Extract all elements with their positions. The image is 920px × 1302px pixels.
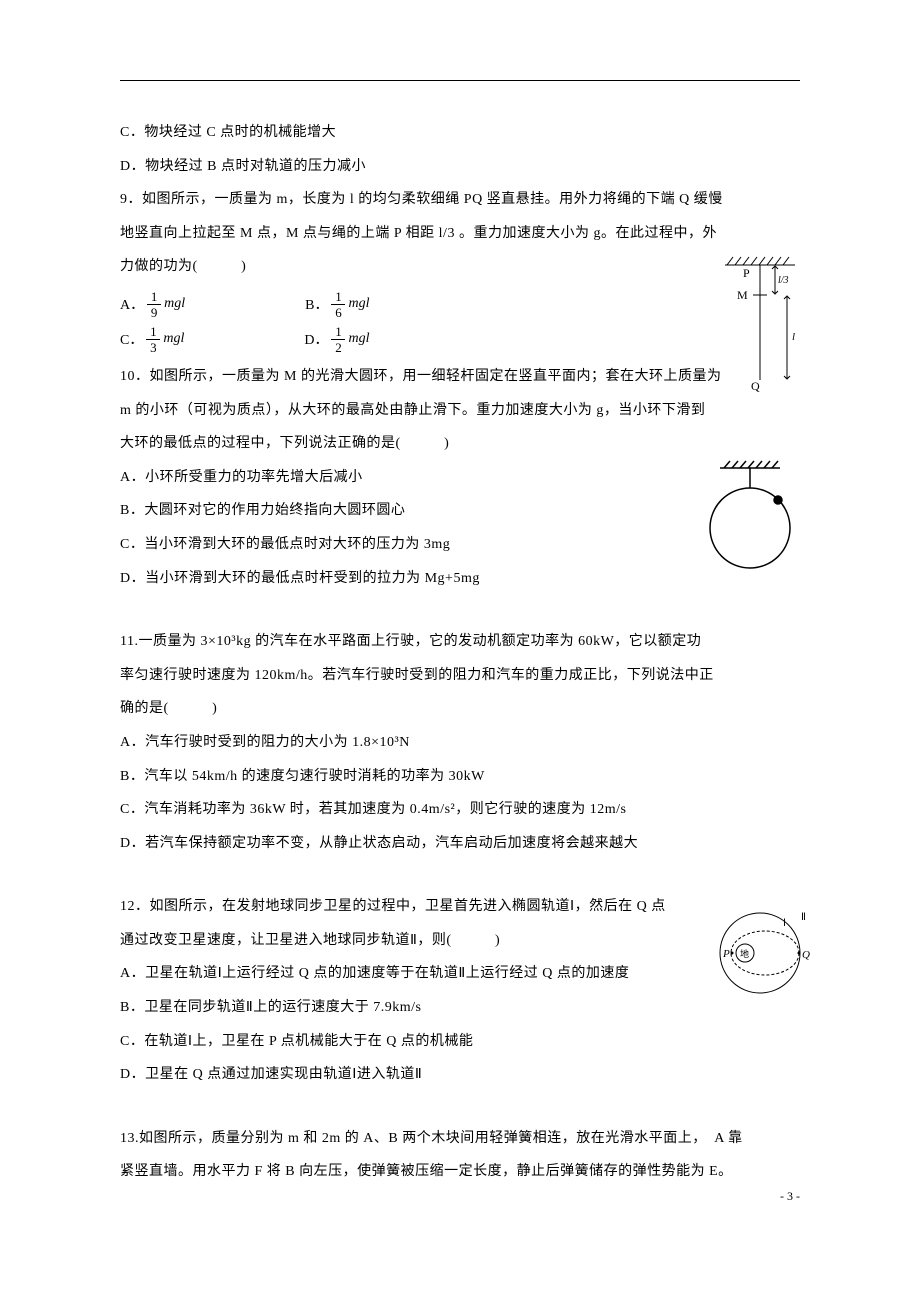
question-10-optC: C．当小环滑到大环的最低点时对大环的压力为 3mg <box>120 528 800 562</box>
rope-label-p: P <box>743 266 750 280</box>
option-d-text: D．物块经过 B 点时对轨道的压力减小 <box>120 150 800 184</box>
question-13-line2: 紧竖直墙。用水平力 F 将 B 向左压，使弹簧被压缩一定长度，静止后弹簧储存的弹… <box>120 1155 800 1189</box>
fraction-9b: 1 6 <box>331 290 345 319</box>
fraction-9c: 1 3 <box>146 325 160 354</box>
question-12-line2: 通过改变卫星速度，让卫星进入地球同步轨道Ⅱ，则( ) <box>120 924 800 958</box>
figure-rope: P M Q l/3 l <box>715 255 800 395</box>
page-number: - 3 - <box>780 1189 800 1204</box>
question-9-line2: 地竖直向上拉起至 M 点，M 点与绳的上端 P 相距 l/3 。重力加速度大小为… <box>120 217 800 251</box>
option-9c-suffix: mgl <box>163 331 184 347</box>
option-c-text: C．物块经过 C 点时的机械能增大 <box>120 116 800 150</box>
question-10-line2: m 的小环（可视为质点），从大环的最高处由静止滑下。重力加速度大小为 g，当小环… <box>120 394 800 428</box>
question-12-optB: B．卫星在同步轨道Ⅱ上的运行速度大于 7.9km/s <box>120 991 800 1025</box>
question-13-line1: 13.如图所示，质量分别为 m 和 2m 的 A、B 两个木块间用轻弹簧相连，放… <box>120 1122 800 1156</box>
rope-label-l: l <box>792 331 795 343</box>
question-10-line3: 大环的最低点的过程中，下列说法正确的是( ) <box>120 427 800 461</box>
question-10-optB: B．大圆环对它的作用力始终指向大圆环圆心 <box>120 494 800 528</box>
fraction-9a: 1 9 <box>147 290 161 319</box>
orbit-label-ii: Ⅱ <box>801 912 806 923</box>
option-9b-suffix: mgl <box>348 296 369 312</box>
figure-ring <box>700 460 800 575</box>
question-11-line3: 确的是( ) <box>120 692 800 726</box>
question-12-optC: C．在轨道Ⅰ上，卫星在 P 点机械能大于在 Q 点的机械能 <box>120 1025 800 1059</box>
question-11-line2: 率匀速行驶时速度为 120km/h。若汽车行驶时受到的阻力和汽车的重力成正比，下… <box>120 659 800 693</box>
option-9b-label: B． <box>305 294 328 314</box>
orbit-label-p: P <box>722 948 730 960</box>
option-9c: C． 1 3 mgl <box>120 325 184 354</box>
question-12-optD: D．卫星在 Q 点通过加速实现由轨道Ⅰ进入轨道Ⅱ <box>120 1058 800 1092</box>
rope-label-l3: l/3 <box>778 275 789 286</box>
question-9-line1: 9．如图所示，一质量为 m，长度为 l 的均匀柔软细绳 PQ 竖直悬挂。用外力将… <box>120 183 800 217</box>
rope-label-m: M <box>737 288 748 302</box>
question-11-optC: C．汽车消耗功率为 36kW 时，若其加速度为 0.4m/s²，则它行驶的速度为… <box>120 793 800 827</box>
fraction-9d: 1 2 <box>331 325 345 354</box>
rope-label-q: Q <box>751 379 760 393</box>
orbit-label-q: Q <box>802 949 810 961</box>
option-9d-label: D． <box>304 329 328 349</box>
option-9b: B． 1 6 mgl <box>305 290 369 319</box>
option-9c-label: C． <box>120 329 143 349</box>
question-11-optD: D．若汽车保持额定功率不变，从静止状态启动，汽车启动后加速度将会越来越大 <box>120 827 800 861</box>
figure-orbit: 地 P Q Ⅰ Ⅱ <box>705 908 815 998</box>
question-11-optB: B．汽车以 54km/h 的速度匀速行驶时消耗的功率为 30kW <box>120 760 800 794</box>
option-9a-label: A． <box>120 294 144 314</box>
option-9d-suffix: mgl <box>348 331 369 347</box>
question-10-optD: D．当小环滑到大环的最低点时杆受到的拉力为 Mg+5mg <box>120 562 800 596</box>
question-12-line1: 12．如图所示，在发射地球同步卫星的过程中，卫星首先进入椭圆轨道Ⅰ，然后在 Q … <box>120 890 800 924</box>
orbit-label-i: Ⅰ <box>783 918 786 929</box>
question-9-line3: 力做的功为( ) <box>120 250 800 284</box>
question-9-options-row1: A． 1 9 mgl B． 1 6 mgl <box>120 290 800 319</box>
question-11-line1: 11.一质量为 3×10³kg 的汽车在水平路面上行驶，它的发动机额定功率为 6… <box>120 625 800 659</box>
option-9a: A． 1 9 mgl <box>120 290 185 319</box>
question-11-optA: A．汽车行驶时受到的阻力的大小为 1.8×10³N <box>120 726 800 760</box>
question-10-optA: A．小环所受重力的功率先增大后减小 <box>120 461 800 495</box>
question-9-options-row2: C． 1 3 mgl D． 1 2 mgl <box>120 325 800 354</box>
question-10-line1: 10．如图所示，一质量为 M 的光滑大圆环，用一细轻杆固定在竖直平面内；套在大环… <box>120 360 800 394</box>
header-rule <box>120 80 800 81</box>
orbit-label-earth: 地 <box>740 948 749 959</box>
option-9a-suffix: mgl <box>164 296 185 312</box>
option-9d: D． 1 2 mgl <box>304 325 369 354</box>
question-12-optA: A．卫星在轨道Ⅰ上运行经过 Q 点的加速度等于在轨道Ⅱ上运行经过 Q 点的加速度 <box>120 957 800 991</box>
